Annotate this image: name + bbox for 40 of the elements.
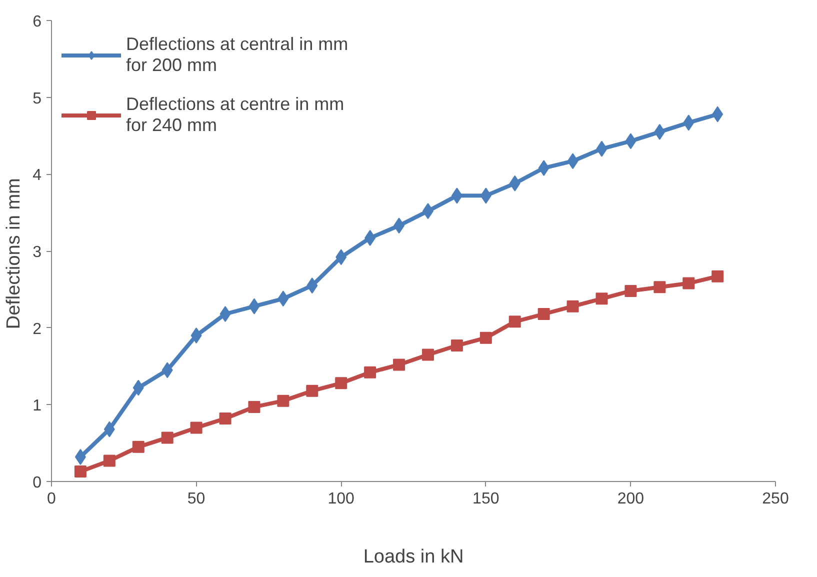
y-tick-label: 4 xyxy=(32,167,42,184)
point xyxy=(190,422,202,434)
point xyxy=(248,400,260,413)
point xyxy=(74,466,86,478)
point xyxy=(624,284,637,297)
point xyxy=(364,366,376,378)
y-tick-label: 6 xyxy=(32,14,42,30)
y-axis-title: Deflections in mm xyxy=(4,178,25,330)
y-tick-label: 2 xyxy=(32,320,42,338)
point xyxy=(161,432,174,444)
x-tick-label: 250 xyxy=(762,490,789,508)
point xyxy=(132,440,144,453)
point xyxy=(306,384,318,397)
point xyxy=(538,308,550,320)
point xyxy=(103,454,116,467)
point xyxy=(566,300,579,312)
x-axis-title: Loads in kN xyxy=(363,546,464,568)
point xyxy=(682,277,695,290)
legend-label: Deflections at central in mm for 200 mm xyxy=(126,33,348,77)
x-tick-label: 0 xyxy=(47,490,56,508)
y-tick-label: 3 xyxy=(32,244,42,261)
point xyxy=(277,394,290,407)
y-tick-label: 1 xyxy=(32,398,42,415)
point xyxy=(508,316,521,328)
point xyxy=(450,340,463,352)
x-tick-label: 200 xyxy=(617,490,644,508)
point xyxy=(654,281,666,294)
point xyxy=(480,332,492,344)
x-tick-label: 100 xyxy=(328,490,355,508)
y-tick-label: 5 xyxy=(32,90,42,108)
point xyxy=(393,358,406,371)
point xyxy=(335,377,348,390)
point xyxy=(422,348,434,361)
point xyxy=(596,292,608,305)
point xyxy=(219,412,232,424)
point xyxy=(712,270,724,282)
x-tick-label: 50 xyxy=(187,490,206,508)
legend-label: Deflections at centre in mm for 240 mm xyxy=(126,93,344,137)
x-tick-label: 150 xyxy=(472,490,500,508)
y-tick-label: 0 xyxy=(32,474,42,492)
